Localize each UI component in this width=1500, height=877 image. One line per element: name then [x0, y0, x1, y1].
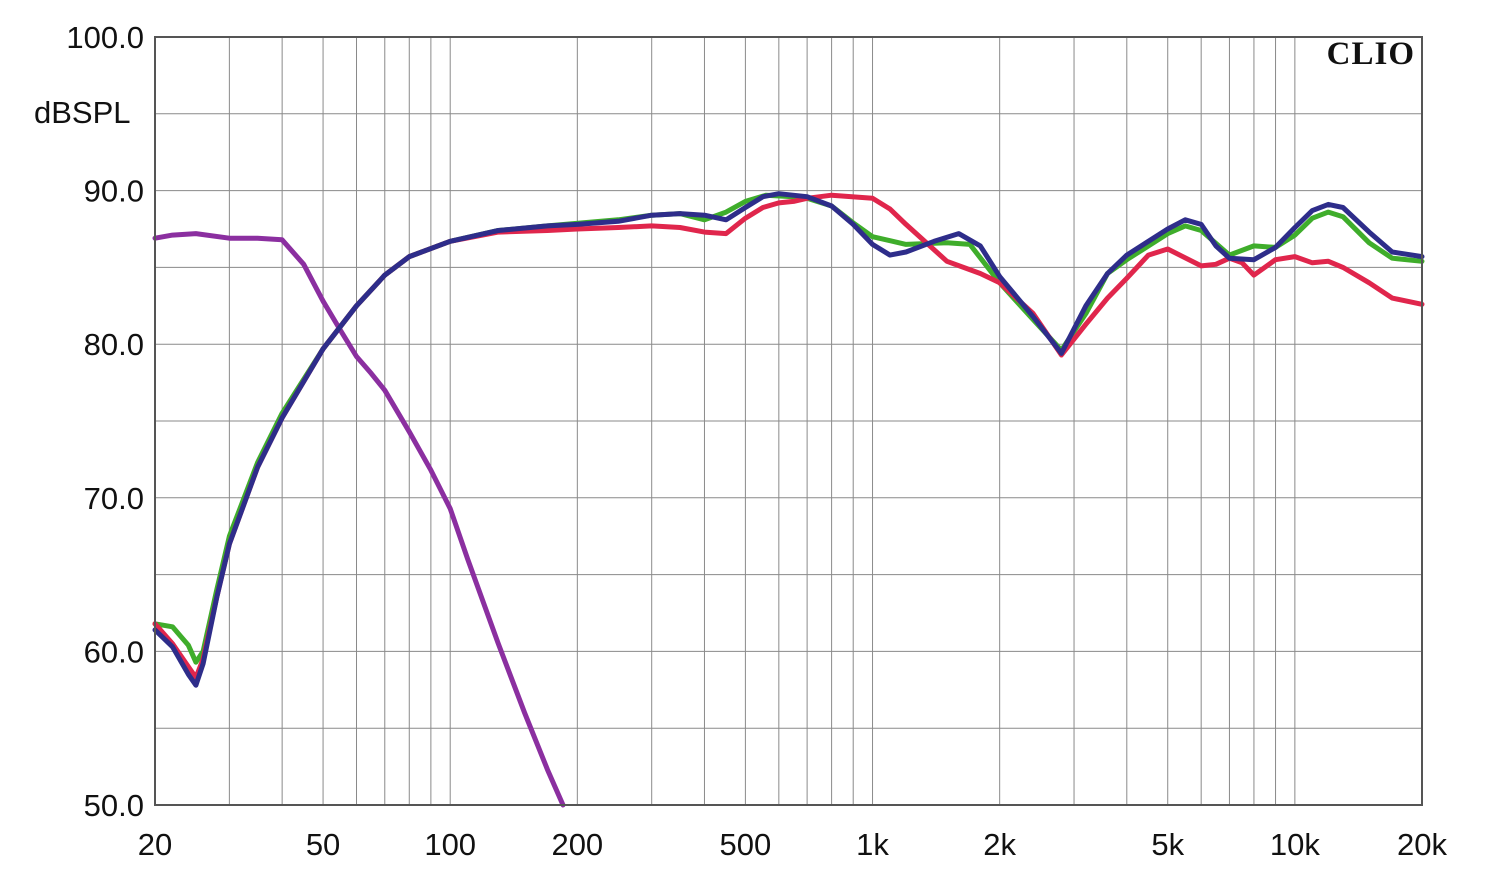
- x-tick-label: 200: [551, 827, 603, 862]
- y-tick-label: 90.0: [84, 174, 144, 209]
- y-axis-unit-label: dBSPL: [34, 95, 131, 130]
- y-tick-label: 60.0: [84, 634, 144, 669]
- x-tick-label: 5k: [1151, 827, 1184, 862]
- grid: [154, 36, 1423, 806]
- y-tick-label: 70.0: [84, 481, 144, 516]
- y-tick-label: 100.0: [66, 20, 144, 55]
- x-axis-tick-labels: 20 50 100 200 500 1k 2k 5k 10k 20k: [138, 827, 1448, 862]
- x-tick-label: 1k: [856, 827, 889, 862]
- brand-logo-text: CLIO: [1327, 36, 1415, 72]
- y-axis-tick-labels: 100.0 90.0 80.0 70.0 60.0 50.0: [66, 20, 144, 823]
- series-line-2: [152, 192, 1425, 665]
- series-lines: [152, 191, 1425, 808]
- x-tick-label: 500: [720, 827, 772, 862]
- x-tick-label: 100: [424, 827, 476, 862]
- y-tick-label: 80.0: [84, 327, 144, 362]
- x-tick-label: 2k: [983, 827, 1016, 862]
- x-tick-label: 50: [306, 827, 340, 862]
- y-tick-label: 50.0: [84, 788, 144, 823]
- x-tick-label: 10k: [1270, 827, 1320, 862]
- series-line-4: [152, 191, 1425, 688]
- series-line-1: [152, 231, 566, 808]
- x-tick-label: 20: [138, 827, 172, 862]
- x-tick-label: 20k: [1397, 827, 1447, 862]
- plot-frame: [154, 36, 1423, 806]
